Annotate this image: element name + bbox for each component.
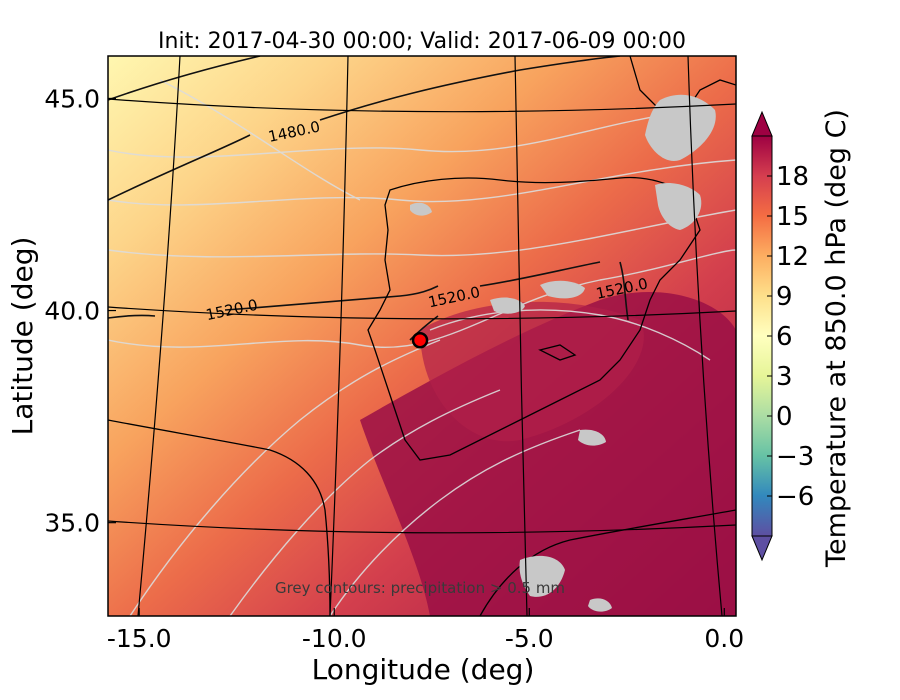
colorbar-tick-label: 12 — [776, 242, 809, 272]
colorbar-tick-label: 15 — [776, 202, 809, 232]
x-tick-label: -10.0 — [302, 624, 367, 653]
colorbar-ticks: −6 −3 0 3 6 9 12 15 18 — [767, 162, 814, 512]
y-axis-label: Latitude (deg) — [6, 237, 39, 436]
interior-warm-region — [420, 301, 644, 442]
plot-frame — [107, 55, 737, 617]
precipitation-note: Grey contours: precipitation > 0.5 mm — [275, 579, 565, 597]
precipitation-patches — [410, 94, 716, 612]
colorbar-tick-label: 0 — [776, 402, 793, 432]
station-marker — [411, 331, 429, 349]
map-grid — [108, 56, 736, 616]
station-marker-dot — [411, 331, 429, 349]
x-tick-label: 0.0 — [704, 624, 744, 653]
y-axis-ticks: 35.0 40.0 45.0 — [44, 84, 116, 538]
colorbar-tick-label: 6 — [776, 322, 793, 352]
x-axis-label: Longitude (deg) — [312, 653, 535, 686]
geopotential-contours — [108, 56, 629, 341]
colorbar-tick-label: 3 — [776, 362, 793, 392]
colorbar-tick-label: −6 — [776, 482, 814, 512]
colorbar-tick-label: −3 — [776, 442, 814, 472]
temperature-isotherms — [108, 79, 736, 616]
y-tick-label: 45.0 — [44, 84, 100, 113]
x-tick-label: -5.0 — [505, 624, 554, 653]
colorbar-extend-bottom — [751, 535, 773, 562]
colorbar: −6 −3 0 3 6 9 12 15 18 Temperature at 850.0 hPa … — [751, 109, 852, 568]
x-tick-label: -15.0 — [107, 624, 172, 653]
colorbar-extend-top — [751, 110, 773, 137]
y-tick-label: 40.0 — [44, 297, 100, 326]
chart-title: Init: 2017-04-30 00:00; Valid: 2017-06-0… — [158, 29, 686, 54]
colorbar-tick-label: 9 — [776, 282, 793, 312]
colorbar-label: Temperature at 850.0 hPa (deg C) — [821, 109, 852, 568]
y-tick-label: 35.0 — [44, 509, 100, 538]
x-axis-ticks: -15.0 -10.0 -5.0 0.0 — [107, 608, 744, 653]
colorbar-tick-label: 18 — [776, 162, 809, 192]
